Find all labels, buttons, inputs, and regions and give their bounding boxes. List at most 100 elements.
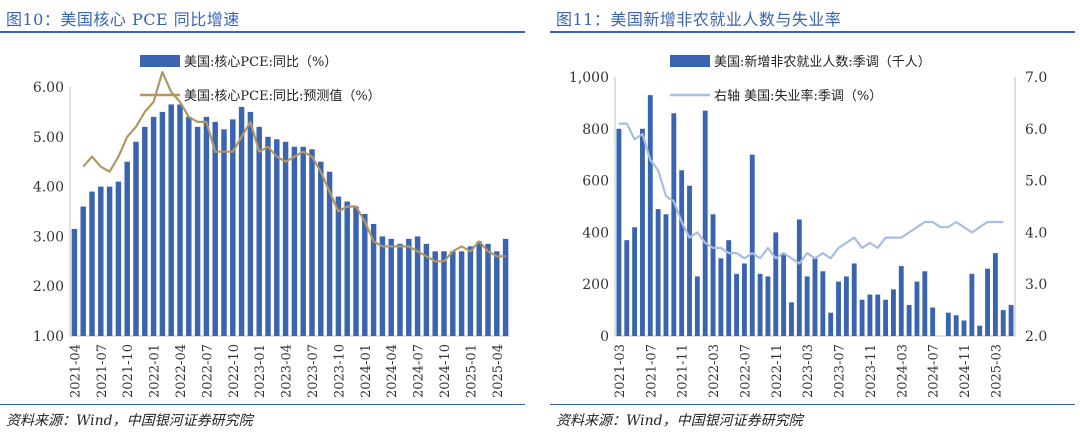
y-tick-label: 6.00	[33, 80, 64, 96]
bar	[142, 126, 148, 336]
bar	[98, 186, 104, 336]
bar	[476, 241, 482, 336]
source-rule	[0, 404, 525, 405]
x-tick-label: 2021-04	[68, 344, 83, 398]
bar	[820, 271, 826, 336]
x-tick-label: 2021-07	[95, 344, 110, 398]
bar	[485, 243, 491, 336]
bar	[891, 289, 896, 336]
bar	[309, 149, 315, 336]
x-tick-label: 2021-11	[676, 344, 691, 398]
x-tick-label: 2024-07	[412, 344, 427, 398]
y2-tick-label: 4.0	[1025, 225, 1047, 241]
chart-title: 图11：美国新增非农就业人数与失业率	[556, 10, 842, 29]
bar	[804, 276, 810, 336]
bar	[423, 243, 430, 336]
bar	[679, 170, 685, 336]
x-tick-label: 2022-03	[707, 344, 722, 398]
bar	[300, 146, 306, 336]
bar	[212, 121, 218, 336]
bar	[414, 236, 421, 336]
bar	[344, 201, 350, 336]
bar	[969, 273, 975, 336]
legend-label: 美国:核心PCE:同比:预测值（%）	[184, 88, 381, 104]
bar	[370, 223, 377, 336]
x-tick-label: 2023-07	[306, 344, 321, 398]
bar	[906, 304, 912, 336]
bar	[353, 206, 359, 336]
y-tick-label: 400	[582, 225, 609, 241]
bar	[898, 266, 904, 336]
bar	[812, 258, 818, 336]
x-tick-label: 2022-07	[738, 344, 753, 398]
y-tick-label: 4.00	[33, 180, 64, 196]
payrolls-chart: 0 200 400 600 800 1,000 2.0 3.0 4.0 5.0 6.0 7.0 2021…	[569, 54, 1047, 398]
bar	[186, 116, 192, 336]
bar	[274, 139, 280, 336]
bar	[961, 320, 967, 336]
legend-swatch-bar	[670, 55, 710, 67]
bar	[335, 196, 342, 336]
bar	[362, 213, 368, 336]
x-tick-label: 2022-07	[200, 344, 215, 398]
bar	[194, 126, 201, 336]
bar	[379, 236, 386, 336]
source-note: 资料来源：Wind，中国银河证券研究院	[556, 413, 803, 429]
bar	[177, 104, 183, 337]
bar	[89, 191, 95, 336]
bar	[781, 253, 787, 336]
bar	[789, 302, 794, 336]
y-tick-label: 200	[582, 277, 609, 293]
x-tick-label: 2023-07	[833, 344, 848, 398]
bar	[749, 154, 755, 336]
bar	[616, 128, 622, 336]
x-tick-label: 2021-03	[613, 344, 628, 398]
y2-tick-label: 3.0	[1025, 277, 1047, 293]
bar	[867, 294, 873, 336]
bar	[734, 273, 739, 336]
x-tick-label: 2022-04	[174, 344, 189, 398]
x-tick-label: 2022-01	[148, 344, 163, 398]
y2-tick-label: 7.0	[1025, 70, 1047, 86]
bar	[726, 240, 732, 336]
bar	[663, 214, 669, 336]
bar	[133, 141, 139, 336]
bar	[230, 119, 236, 337]
title-rule	[0, 31, 525, 33]
chart-title: 图10：美国核心 PCE 同比增速	[6, 10, 240, 29]
bar	[836, 281, 841, 336]
y2-tick-label: 6.0	[1025, 122, 1047, 138]
bar	[773, 232, 779, 336]
bar	[671, 113, 677, 336]
x-tick-label: 2022-11	[770, 344, 785, 398]
bar	[702, 110, 708, 336]
bar	[694, 276, 700, 336]
y-tick-label: 2.00	[33, 279, 64, 295]
bar	[875, 294, 881, 336]
bar	[441, 251, 447, 336]
x-tick-label: 2021-10	[121, 344, 136, 398]
bar	[796, 219, 802, 336]
bar	[757, 273, 763, 336]
bar	[168, 104, 174, 337]
bar	[1008, 304, 1014, 336]
x-tick-label: 2024-01	[359, 344, 374, 398]
bar	[203, 116, 210, 336]
x-tick-label: 2024-04	[385, 344, 400, 398]
bar	[953, 315, 959, 336]
x-tick-label: 2023-04	[280, 344, 295, 398]
y2-tick-label: 2.0	[1025, 329, 1047, 345]
bar	[883, 299, 889, 336]
bar	[458, 251, 465, 336]
y-tick-label: 0	[600, 329, 609, 345]
bar	[930, 307, 936, 336]
bar	[221, 129, 227, 336]
y-tick-label: 1.00	[33, 329, 64, 345]
bar	[124, 161, 130, 336]
x-tick-label: 2025-01	[464, 344, 479, 398]
bar	[406, 238, 412, 336]
x-tick-label: 2024-07	[927, 344, 942, 398]
y-tick-label: 1,000	[569, 70, 609, 86]
bar	[765, 276, 771, 336]
bar	[150, 116, 157, 336]
